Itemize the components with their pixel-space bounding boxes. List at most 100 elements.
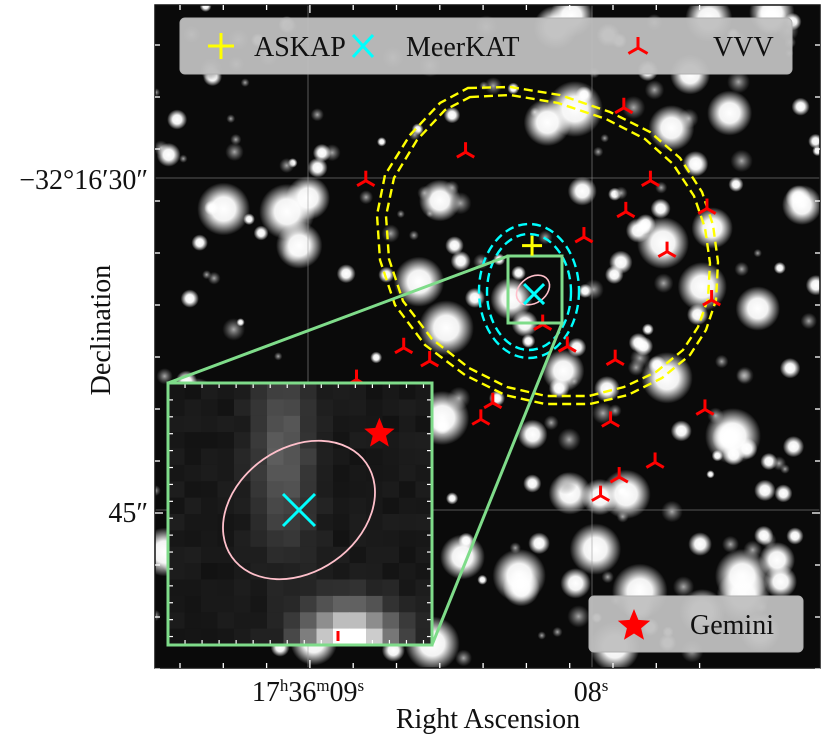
star	[312, 143, 331, 162]
star	[601, 570, 614, 584]
inset-pixel	[399, 383, 417, 400]
star	[199, 5, 212, 12]
inset-pixel	[250, 464, 268, 482]
inset-pixel	[382, 481, 400, 499]
inset-pixel	[316, 464, 334, 482]
inset-pixel	[316, 383, 334, 400]
inset-pixel	[399, 530, 417, 548]
inset-pixel	[333, 399, 351, 417]
inset-pixel	[217, 612, 235, 630]
legend-gemini-icon	[617, 609, 651, 640]
inset-pixel	[333, 530, 351, 548]
star	[791, 97, 810, 116]
legend-top-box	[179, 17, 793, 75]
inset-pixel	[415, 464, 432, 482]
inset-pixel	[399, 497, 417, 515]
star	[627, 359, 645, 376]
vvv-marker	[394, 337, 414, 355]
inset-pixel	[415, 383, 432, 400]
meerkat-marker	[522, 283, 546, 306]
star	[310, 108, 324, 122]
inset-pixel	[333, 481, 351, 499]
vvv-marker	[657, 241, 677, 258]
inset-pixel	[283, 628, 301, 645]
inset-pixel	[184, 546, 202, 564]
star	[528, 532, 550, 555]
star	[167, 109, 188, 130]
inset-pixel	[234, 595, 252, 613]
inset-pixel	[201, 464, 219, 482]
inset-pixel	[201, 546, 219, 564]
inset-pixel	[316, 415, 334, 433]
inset-pixel	[300, 464, 318, 482]
inset-pixel	[415, 579, 432, 597]
inset-pixel	[382, 399, 400, 417]
axis-ticks	[155, 5, 820, 670]
star	[594, 376, 620, 402]
star	[774, 484, 793, 503]
inset-pixel	[267, 612, 285, 630]
inset-pixel	[415, 432, 432, 450]
inset-pixel	[366, 497, 384, 515]
star	[204, 200, 220, 216]
star	[728, 176, 744, 192]
inset-pixel	[382, 383, 400, 400]
star	[670, 420, 692, 442]
star	[492, 548, 546, 603]
star	[537, 631, 546, 640]
inset-pixel	[415, 628, 432, 645]
vvv-marker	[616, 201, 636, 219]
vvv-marker	[420, 351, 440, 368]
star	[616, 510, 629, 523]
meerkat-error-ellipse	[222, 439, 376, 581]
inset-pixel	[234, 563, 252, 581]
inset-pixel	[201, 612, 219, 630]
inset-pixel	[399, 399, 417, 417]
inset-pixel	[349, 612, 367, 630]
star	[180, 289, 199, 308]
inset-pixel	[283, 415, 301, 433]
inset-pixel	[333, 612, 351, 630]
inset-pixel	[234, 399, 252, 417]
inset-pixel	[184, 448, 202, 466]
inset-connector-bottom	[430, 322, 564, 646]
inset-pixel	[168, 628, 186, 645]
inset-pixel	[366, 595, 384, 613]
star	[449, 192, 472, 215]
inset-pixel	[399, 546, 417, 564]
inset-pixel	[349, 464, 367, 482]
inset-pixel	[382, 514, 400, 531]
star	[677, 262, 727, 312]
inset-pixel	[250, 415, 268, 433]
inset-pixel	[168, 415, 186, 433]
inset-pixel	[316, 497, 334, 515]
inset-pixel	[234, 546, 252, 564]
inset-meerkat-marker	[281, 492, 317, 528]
star	[648, 105, 695, 151]
star	[567, 176, 597, 206]
inset-pixel	[283, 448, 301, 466]
star	[444, 180, 460, 195]
zoom-box	[506, 254, 564, 325]
inset-pixel	[300, 497, 318, 515]
legend-askap-icon	[208, 33, 234, 59]
inset-pixel	[184, 415, 202, 433]
star	[425, 209, 434, 218]
inset-pixel	[283, 612, 301, 630]
inset-pixel	[349, 628, 367, 645]
inset-pixel	[217, 546, 235, 564]
star	[734, 261, 749, 277]
y-tick-label-1: −32°16′30″	[19, 165, 148, 196]
inset-pixel	[316, 595, 334, 613]
star	[276, 222, 323, 269]
vvv-marker	[471, 409, 491, 426]
bright-star	[637, 217, 689, 269]
star	[207, 271, 221, 285]
star	[240, 78, 250, 87]
askap-contours	[375, 85, 720, 406]
inset-pixel	[234, 464, 252, 482]
star	[715, 354, 729, 369]
star	[642, 323, 654, 336]
inset-pixel	[300, 546, 318, 564]
